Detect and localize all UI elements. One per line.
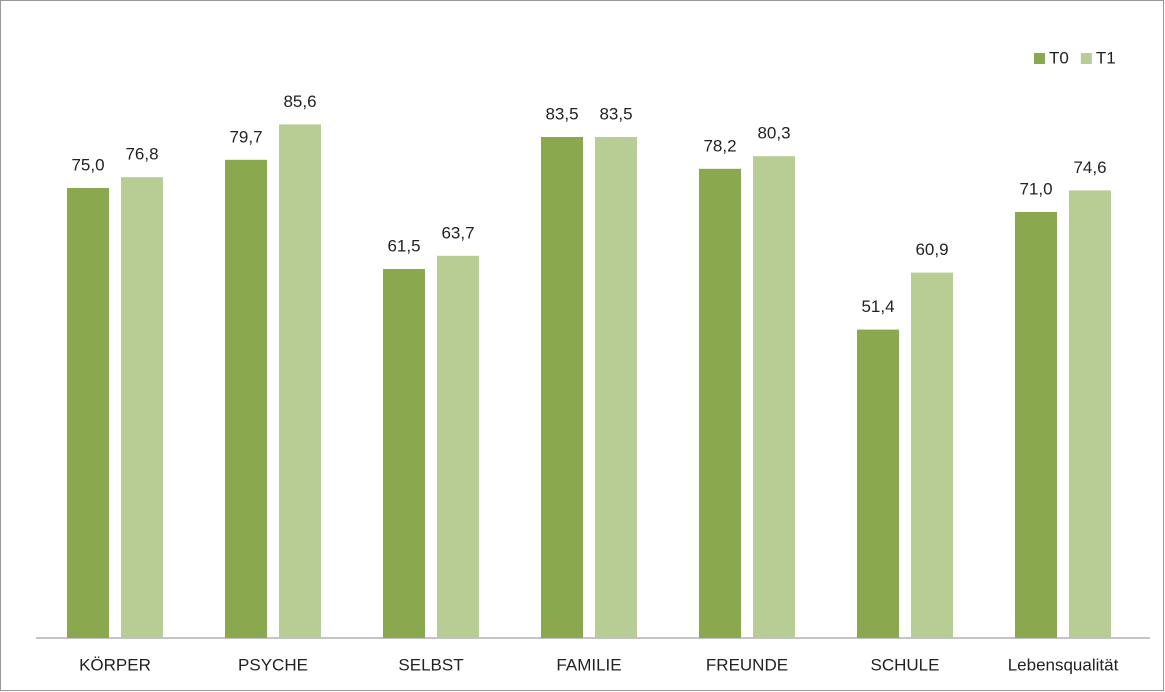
data-label: 83,5 [545, 104, 578, 123]
data-label: 51,4 [861, 297, 894, 316]
x-tick-label: SELBST [398, 655, 463, 674]
bar [541, 137, 583, 638]
bar [1015, 212, 1057, 638]
x-tick-label: FREUNDE [706, 655, 788, 674]
bar [857, 329, 899, 638]
data-label: 60,9 [915, 240, 948, 259]
data-label: 63,7 [441, 223, 474, 242]
x-tick-label: Lebensqualität [1008, 655, 1119, 674]
data-label: 61,5 [387, 236, 420, 255]
data-label: 79,7 [229, 127, 262, 146]
data-label: 78,2 [703, 136, 736, 155]
legend-label: T0 [1049, 48, 1069, 67]
bar [225, 159, 267, 639]
data-label: 80,3 [757, 124, 790, 143]
data-label: 83,5 [599, 104, 632, 123]
bar [911, 272, 953, 638]
x-tick-label: FAMILIE [556, 655, 621, 674]
x-tick-label: KÖRPER [79, 655, 151, 674]
data-label: 75,0 [71, 155, 104, 174]
x-tick-label: PSYCHE [238, 655, 308, 674]
data-label: 74,6 [1073, 158, 1106, 177]
bar [595, 137, 637, 638]
legend-swatch [1034, 53, 1045, 64]
data-label: 85,6 [283, 92, 316, 111]
bar [67, 188, 109, 638]
bar [437, 255, 479, 639]
bar [1069, 190, 1111, 638]
bar [279, 124, 321, 638]
data-label: 76,8 [125, 145, 158, 164]
data-label: 71,0 [1019, 179, 1052, 198]
legend-label: T1 [1096, 48, 1116, 67]
legend-swatch [1080, 53, 1092, 64]
bar [753, 156, 795, 638]
x-tick-label: SCHULE [871, 655, 940, 674]
bar [121, 177, 163, 638]
bar [383, 269, 425, 638]
bar [699, 168, 741, 639]
